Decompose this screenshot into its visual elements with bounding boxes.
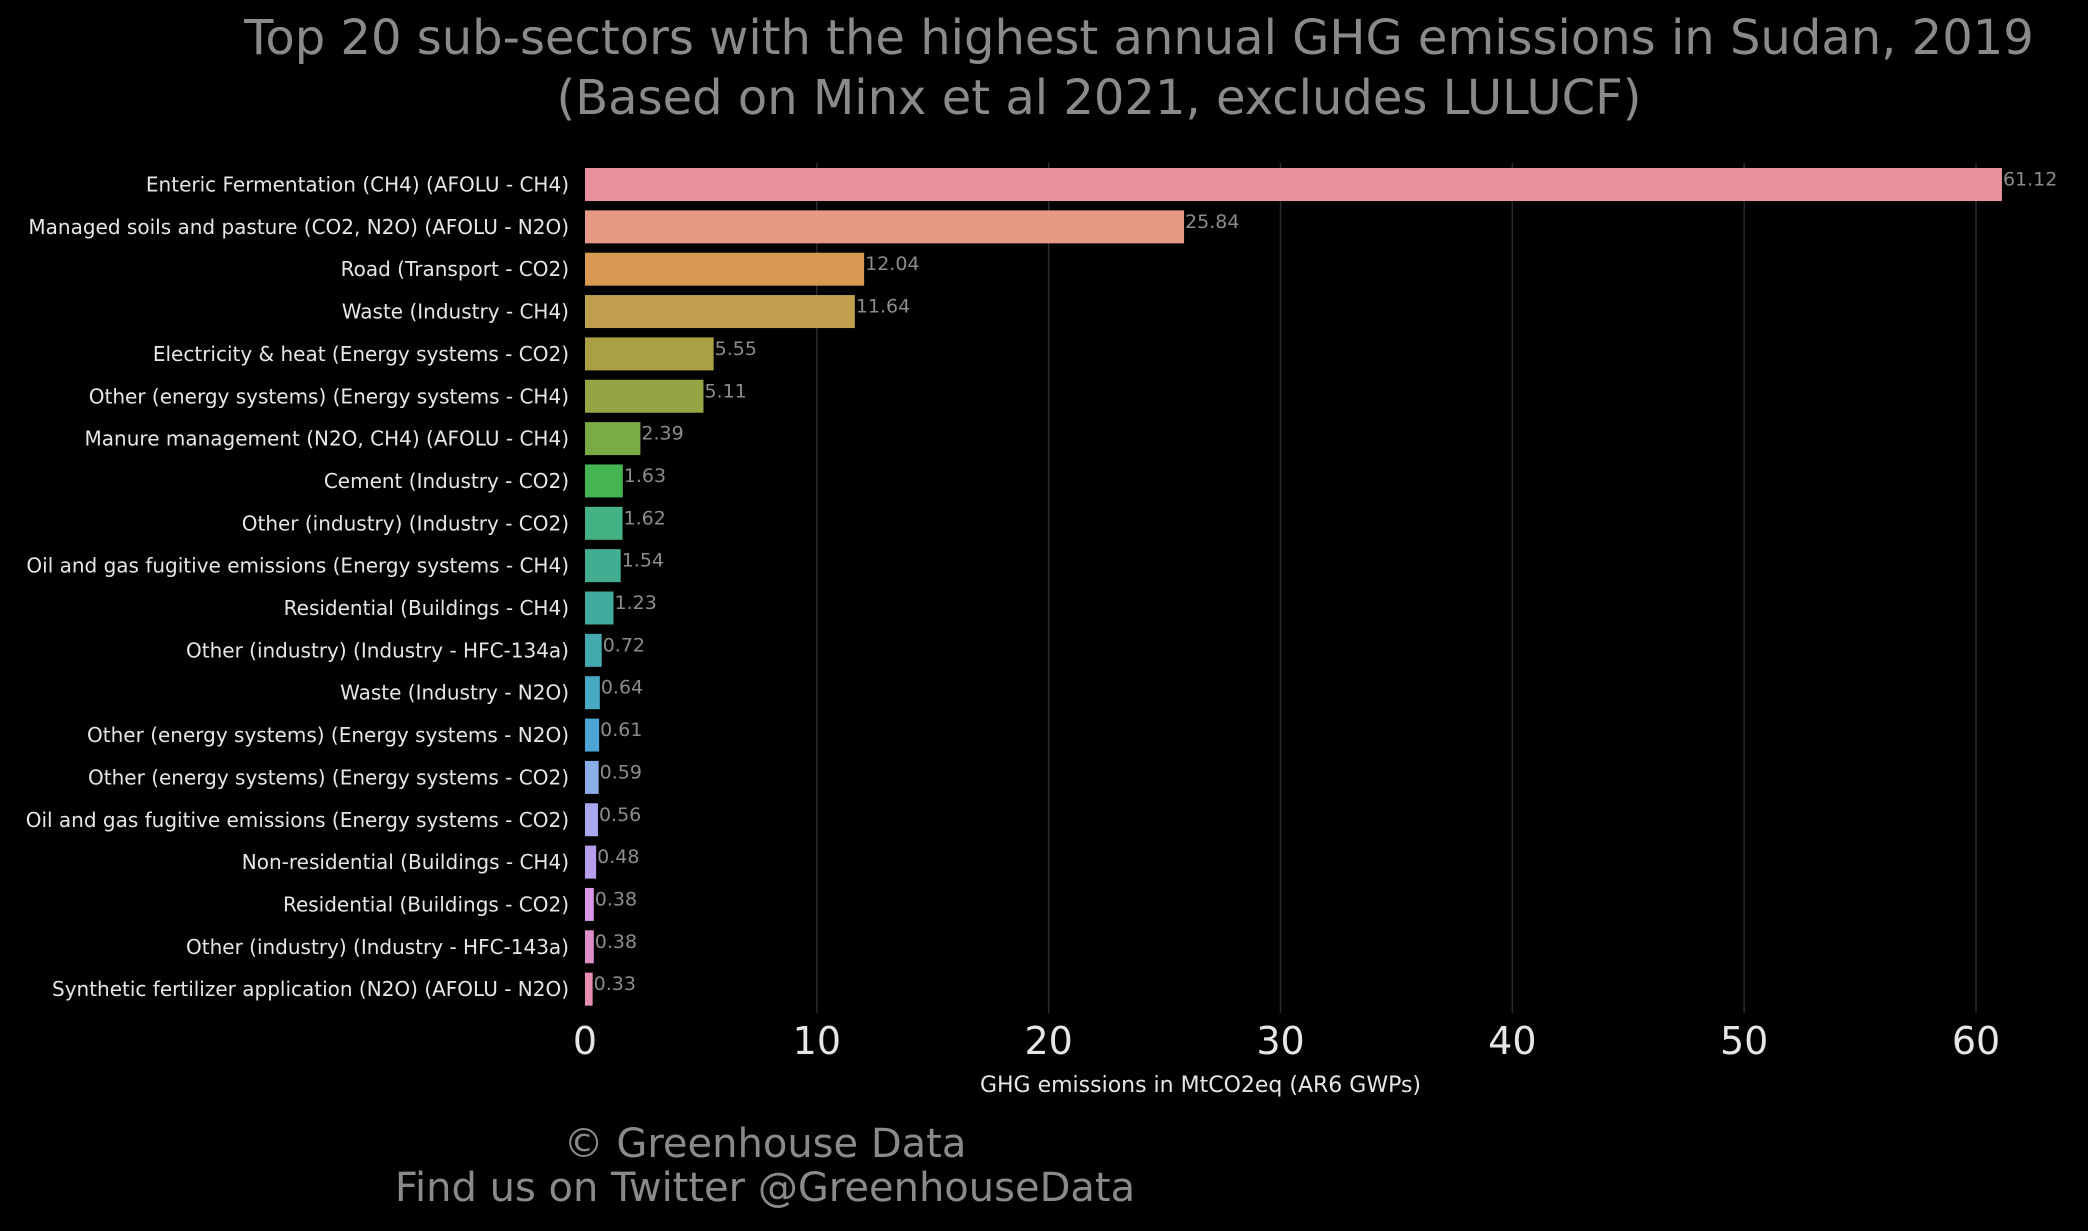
footer: © Greenhouse Data Find us on Twitter @Gr… [0,1122,1530,1210]
category-label-13: Waste (Industry - N2O) [340,681,569,705]
footer-copyright: © Greenhouse Data [563,1121,967,1167]
bar-6 [585,379,704,413]
bar-13 [585,676,600,710]
value-label-5: 5.55 [715,338,757,360]
category-label-10: Oil and gas fugitive emissions (Energy s… [26,554,569,578]
value-label-7: 2.39 [641,423,683,445]
bar-3 [585,252,865,286]
category-label-16: Oil and gas fugitive emissions (Energy s… [26,808,569,832]
value-label-9: 1.62 [624,507,666,529]
bar-16 [585,803,598,837]
category-label-6: Other (energy systems) (Energy systems -… [89,384,569,408]
bar-1 [585,168,2002,201]
category-label-19: Other (industry) (Industry - HFC-143a) [186,935,569,959]
value-label-15: 0.59 [600,761,642,783]
value-label-8: 1.63 [624,465,666,487]
bar-19 [585,930,594,964]
bar-9 [585,506,623,540]
bar-12 [585,633,602,667]
value-label-20: 0.33 [594,973,636,995]
bar-15 [585,760,599,794]
category-label-9: Other (industry) (Industry - CO2) [242,511,569,535]
x-tick-label-60: 60 [1952,1019,2000,1063]
bar-7 [585,422,641,456]
chart-title-line2: (Based on Minx et al 2021, excludes LULU… [556,70,1642,126]
x-tick-label-50: 50 [1720,1019,1768,1063]
value-label-13: 0.64 [601,677,643,699]
bar-2 [585,210,1185,244]
bar-4 [585,295,855,329]
footer-twitter: Find us on Twitter @GreenhouseData [394,1165,1136,1211]
category-label-12: Other (industry) (Industry - HFC-134a) [186,638,569,662]
value-label-19: 0.38 [595,931,637,953]
value-label-10: 1.54 [622,550,664,572]
category-label-18: Residential (Buildings - CO2) [283,892,569,916]
value-label-2: 25.84 [1185,211,1239,233]
category-label-4: Waste (Industry - CH4) [342,300,569,324]
category-label-5: Electricity & heat (Energy systems - CO2… [153,342,569,366]
category-label-20: Synthetic fertilizer application (N2O) (… [52,977,569,1001]
category-label-3: Road (Transport - CO2) [341,257,569,281]
category-label-17: Non-residential (Buildings - CH4) [242,850,569,874]
bar-14 [585,718,600,752]
value-label-11: 1.23 [615,592,657,614]
bar-11 [585,591,614,625]
bar-18 [585,887,594,921]
value-label-18: 0.38 [595,888,637,910]
bar-20 [585,972,593,1006]
category-label-15: Other (energy systems) (Energy systems -… [88,765,569,789]
chart-title-line1: Top 20 sub-sectors with the highest annu… [244,10,2034,66]
bar-5 [585,337,714,371]
category-label-7: Manure management (N2O, CH4) (AFOLU - CH… [85,427,569,451]
x-axis-label: GHG emissions in MtCO2eq (AR6 GWPs) [980,1073,1421,1098]
x-tick-label-0: 0 [573,1019,597,1063]
bar-10 [585,549,621,583]
value-label-17: 0.48 [597,846,639,868]
category-label-14: Other (energy systems) (Energy systems -… [87,723,569,747]
bar-8 [585,464,623,498]
category-label-2: Managed soils and pasture (CO2, N2O) (AF… [28,215,569,239]
x-tick-label-30: 30 [1256,1019,1304,1063]
category-label-8: Cement (Industry - CO2) [324,469,569,493]
value-label-6: 5.11 [704,380,746,402]
value-label-12: 0.72 [603,634,645,656]
x-tick-label-20: 20 [1024,1019,1072,1063]
value-label-4: 11.64 [856,296,910,318]
x-tick-label-40: 40 [1488,1019,1536,1063]
value-label-1: 61.12 [2003,169,2057,191]
category-label-1: Enteric Fermentation (CH4) (AFOLU - CH4) [146,173,569,197]
value-label-16: 0.56 [599,804,641,826]
x-tick-label-10: 10 [793,1019,841,1063]
chart-title: Top 20 sub-sectors with the highest annu… [0,8,2088,128]
value-label-3: 12.04 [865,253,919,275]
category-label-11: Residential (Buildings - CH4) [284,596,569,620]
value-label-14: 0.61 [600,719,642,741]
bar-17 [585,845,597,879]
